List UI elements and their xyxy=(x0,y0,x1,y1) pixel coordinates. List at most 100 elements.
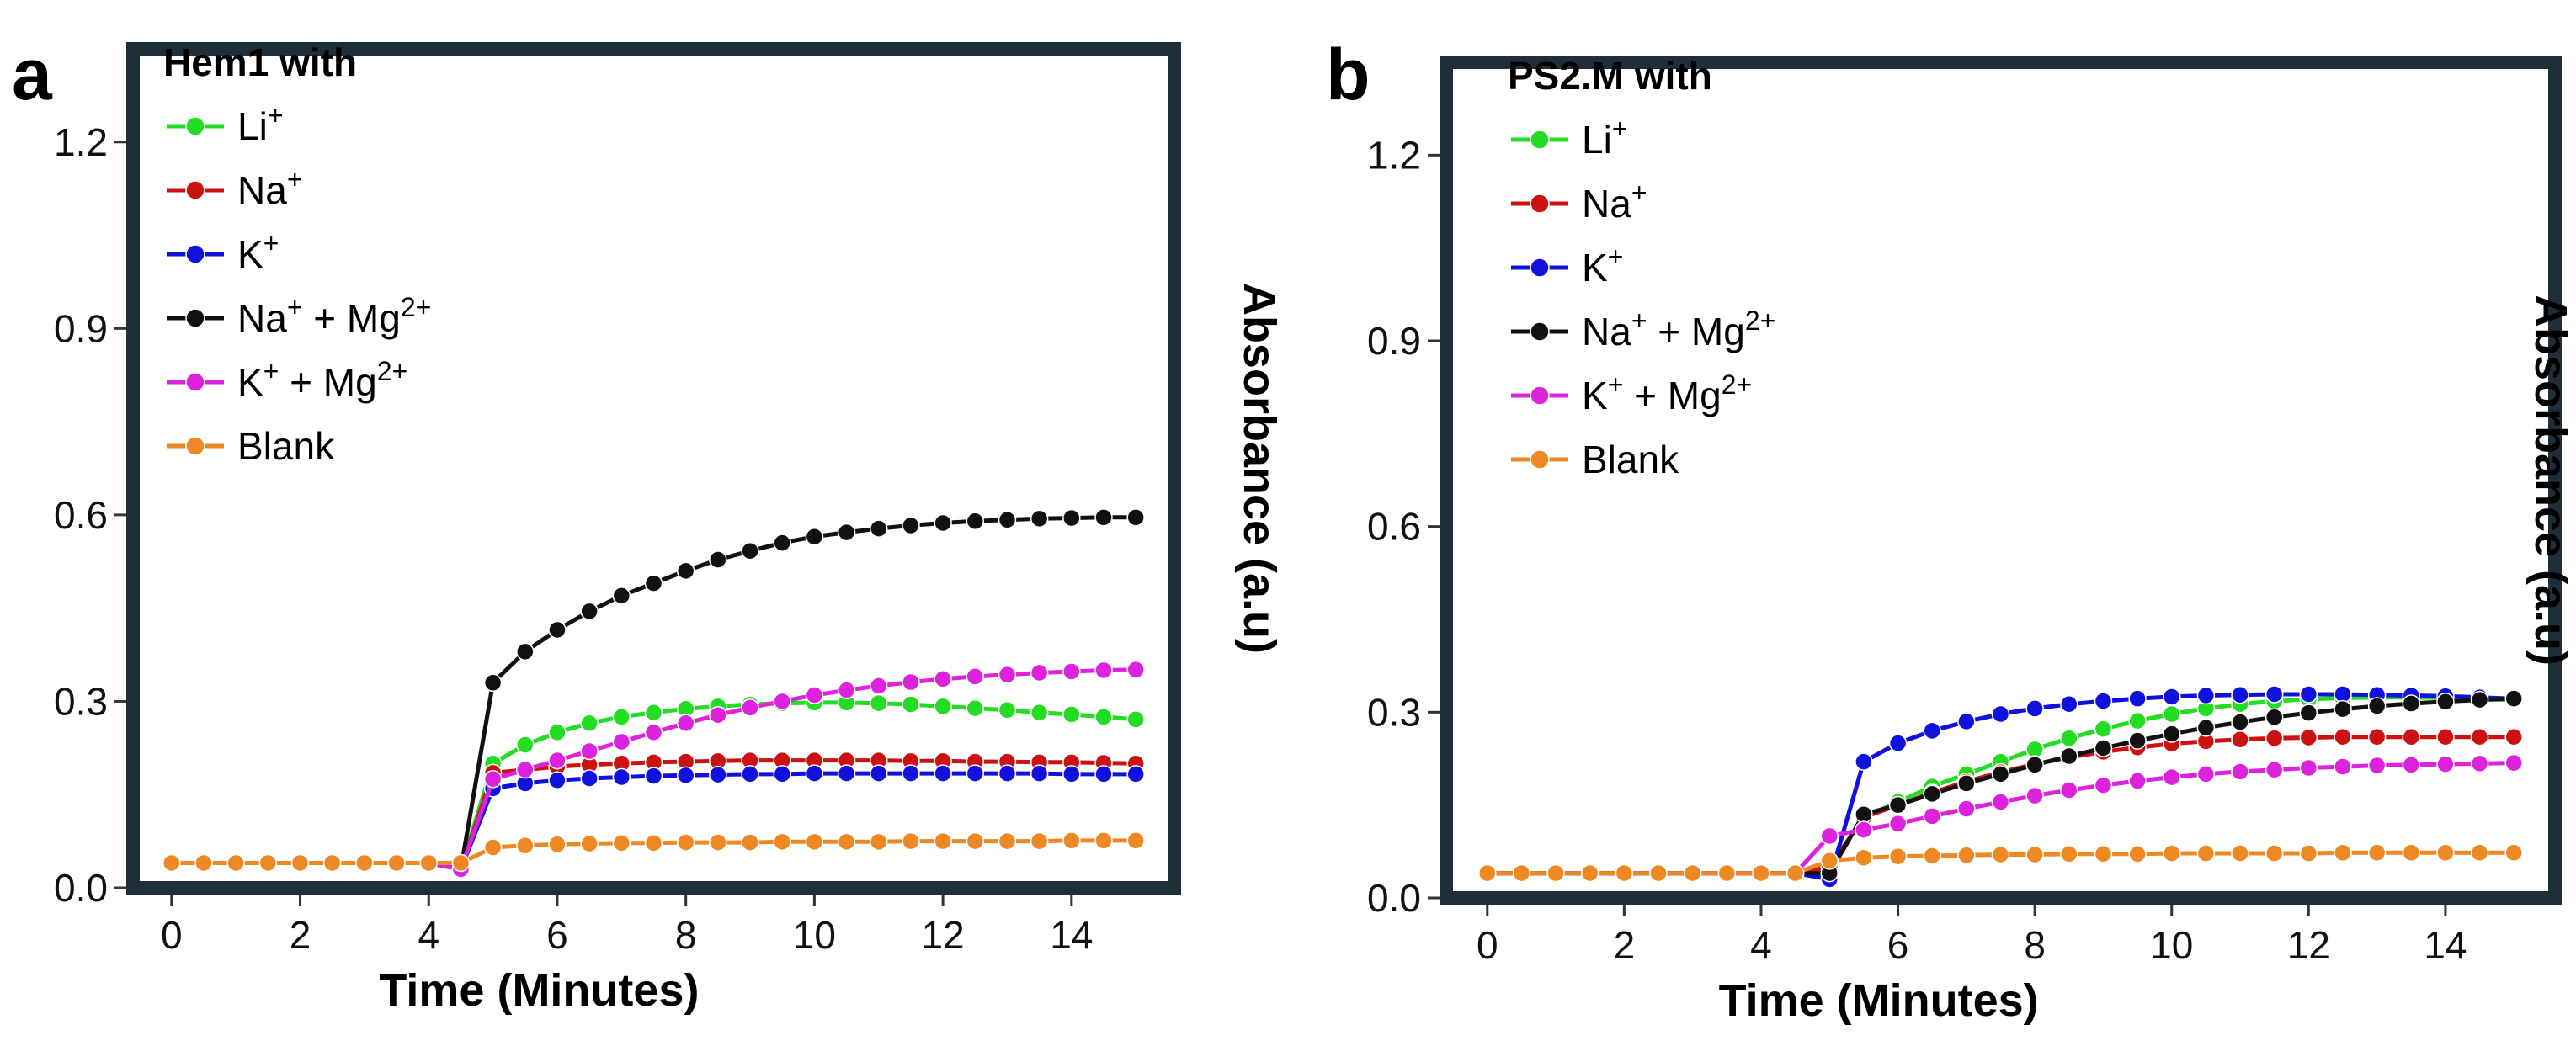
data-point-s3-12 xyxy=(1888,795,1908,815)
data-point-s0-12 xyxy=(548,723,567,742)
y-tick-label: 0.3 xyxy=(54,679,108,723)
data-point-s3-16 xyxy=(2025,756,2044,774)
data-point-s3-17 xyxy=(709,550,727,569)
data-point-s2-20 xyxy=(805,764,824,783)
data-point-s5-26 xyxy=(2367,843,2387,863)
legend-ion: Li xyxy=(237,104,268,148)
data-point-s5-28 xyxy=(1062,831,1081,850)
data-point-s2-12 xyxy=(1888,734,1908,752)
data-point-s4-27 xyxy=(1030,663,1049,682)
data-point-s3-19 xyxy=(2128,731,2147,750)
data-point-s4-20 xyxy=(2162,767,2181,787)
legend-label-4: K+ + Mg2+ xyxy=(237,356,407,404)
panel-label: a xyxy=(12,35,53,115)
data-point-s0-23 xyxy=(902,695,920,714)
legend-swatch-marker xyxy=(1530,385,1550,406)
y-tick-label: 0.6 xyxy=(54,493,108,537)
data-point-s4-15 xyxy=(644,723,663,742)
data-point-s3-15 xyxy=(1991,765,2010,783)
data-point-s2-23 xyxy=(902,764,920,783)
data-point-s5-11 xyxy=(1855,848,1873,867)
data-point-s5-24 xyxy=(2299,844,2318,863)
data-point-s5-10 xyxy=(483,838,503,857)
data-point-s4-17 xyxy=(2060,781,2078,799)
data-point-s5-12 xyxy=(548,835,567,854)
data-point-s4-10 xyxy=(1820,826,1839,846)
legend-label-1: Na+ xyxy=(237,164,303,212)
data-point-s2-13 xyxy=(1923,721,1941,741)
data-point-s4-24 xyxy=(934,670,952,688)
x-axis-title: Time (Minutes) xyxy=(1719,975,2039,1026)
data-point-s2-17 xyxy=(709,765,727,784)
data-point-s4-12 xyxy=(1888,814,1908,833)
data-point-s5-27 xyxy=(2402,843,2421,863)
data-point-s3-12 xyxy=(548,620,567,640)
legend-ion: Na xyxy=(1582,310,1631,353)
data-point-s5-13 xyxy=(1923,847,1941,865)
data-point-s4-18 xyxy=(741,698,759,717)
legend-charge: + xyxy=(1612,114,1628,144)
data-point-s3-30 xyxy=(1126,508,1145,527)
data-point-s2-25 xyxy=(966,764,985,783)
data-point-s4-21 xyxy=(2196,765,2216,783)
legend-charge: + xyxy=(287,292,303,322)
data-point-s2-19 xyxy=(773,765,791,783)
data-point-s2-26 xyxy=(998,764,1017,783)
legend-swatch-marker xyxy=(185,180,205,200)
data-point-s5-16 xyxy=(2025,845,2044,864)
data-point-s4-17 xyxy=(709,705,727,725)
legend-ion: Blank xyxy=(237,424,335,468)
y-tick-label: 0.3 xyxy=(1367,690,1421,734)
data-point-s5-2 xyxy=(1546,863,1565,883)
data-point-s3-13 xyxy=(580,602,599,621)
data-point-s2-18 xyxy=(741,765,759,783)
data-point-s1-23 xyxy=(2265,729,2284,747)
data-point-s5-18 xyxy=(2094,845,2113,863)
data-point-s4-13 xyxy=(580,741,599,761)
data-point-s3-13 xyxy=(1923,784,1941,804)
data-point-s2-28 xyxy=(1062,765,1081,783)
data-point-s4-24 xyxy=(2299,758,2318,778)
data-point-s5-12 xyxy=(1888,847,1908,866)
data-point-s2-29 xyxy=(1094,765,1113,783)
data-point-s5-5 xyxy=(1649,863,1668,883)
data-point-s5-14 xyxy=(612,834,631,852)
data-point-s2-11 xyxy=(1855,752,1873,771)
data-point-s2-19 xyxy=(2128,689,2147,708)
data-point-s5-9 xyxy=(1786,863,1805,883)
data-point-s5-2 xyxy=(226,853,245,873)
data-point-s2-23 xyxy=(2265,685,2284,704)
data-point-s3-24 xyxy=(934,513,952,533)
data-point-s4-28 xyxy=(1062,662,1081,681)
legend-label-2: K+ xyxy=(1582,242,1623,289)
data-point-s2-12 xyxy=(548,771,567,789)
x-tick-label: 10 xyxy=(793,913,836,957)
data-point-s3-22 xyxy=(870,519,888,538)
data-point-s4-15 xyxy=(1991,793,2010,811)
legend-charge: + xyxy=(1608,369,1624,400)
data-point-s3-28 xyxy=(1062,508,1081,528)
data-point-s0-29 xyxy=(1094,708,1113,726)
legend-ion: + Mg xyxy=(303,296,401,340)
data-point-s0-30 xyxy=(1126,710,1145,729)
legend-swatch-marker xyxy=(185,244,205,264)
legend-swatch-marker xyxy=(1530,449,1550,470)
legend-ion: Li xyxy=(1582,118,1612,162)
legend-charge: + xyxy=(1631,305,1647,336)
data-point-s0-25 xyxy=(966,698,985,718)
x-tick-label: 14 xyxy=(1050,913,1093,957)
legend-swatch-marker xyxy=(1530,321,1550,342)
legend-charge: + xyxy=(1631,178,1647,208)
legend-ion: Na xyxy=(237,168,287,212)
legend-title: Hem1 with xyxy=(163,40,357,84)
y-tick-label: 1.2 xyxy=(1367,133,1421,177)
data-point-s2-16 xyxy=(676,766,695,785)
data-point-s2-22 xyxy=(870,764,888,783)
data-point-s4-11 xyxy=(516,760,535,779)
data-point-s3-22 xyxy=(2231,713,2249,731)
data-point-s3-11 xyxy=(516,642,535,661)
data-point-s2-14 xyxy=(1957,712,1976,731)
plot-frame xyxy=(126,42,1181,895)
